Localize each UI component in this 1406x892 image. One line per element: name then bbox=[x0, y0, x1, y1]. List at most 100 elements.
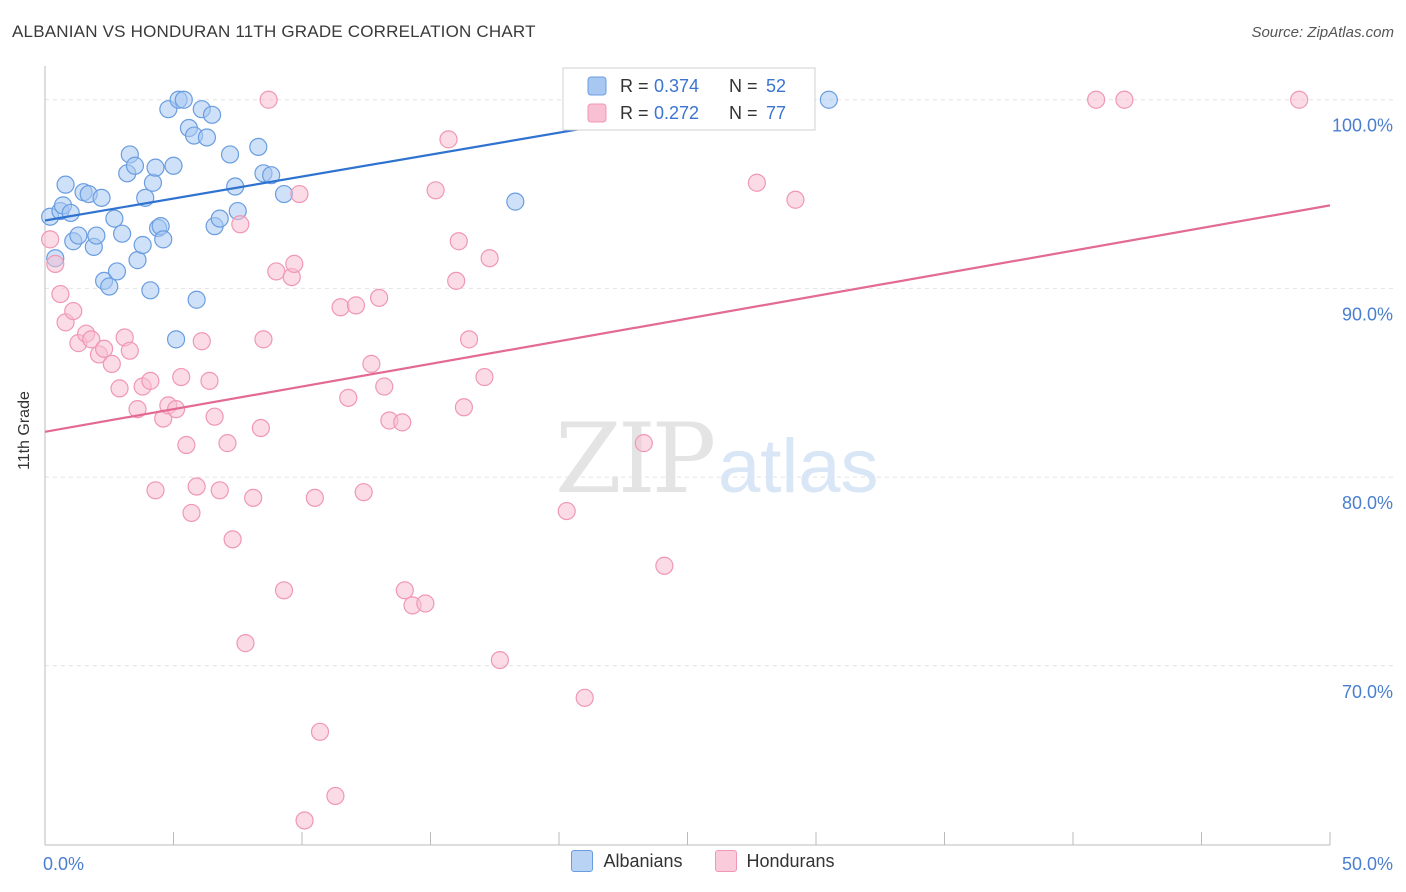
r-value: 0.272 bbox=[654, 103, 699, 123]
honduran-point[interactable] bbox=[305, 488, 324, 507]
albanian-point[interactable] bbox=[92, 188, 111, 207]
honduran-point[interactable] bbox=[102, 354, 121, 373]
albanian-point[interactable] bbox=[202, 105, 222, 124]
honduran-point[interactable] bbox=[187, 477, 206, 496]
honduran-point[interactable] bbox=[231, 215, 250, 234]
albanian-point[interactable] bbox=[274, 184, 294, 204]
albanian-point[interactable] bbox=[174, 90, 193, 109]
honduran-point[interactable] bbox=[1115, 90, 1134, 109]
albanian-point[interactable] bbox=[105, 209, 124, 228]
honduran-point[interactable] bbox=[267, 262, 286, 281]
honduran-point[interactable] bbox=[426, 181, 445, 200]
honduran-point[interactable] bbox=[64, 301, 83, 321]
honduran-point[interactable] bbox=[177, 435, 196, 455]
honduran-point[interactable] bbox=[251, 418, 270, 438]
honduran-point[interactable] bbox=[557, 501, 576, 521]
albanian-point[interactable] bbox=[128, 251, 147, 270]
honduran-point[interactable] bbox=[310, 722, 330, 741]
honduran-point[interactable] bbox=[634, 434, 653, 453]
honduran-point[interactable] bbox=[51, 284, 70, 304]
honduran-point[interactable] bbox=[475, 367, 494, 387]
albanian-point[interactable] bbox=[141, 281, 160, 300]
honduran-point[interactable] bbox=[295, 811, 314, 830]
honduran-point[interactable] bbox=[370, 288, 389, 307]
honduran-point[interactable] bbox=[290, 184, 309, 204]
legend-item-hondurans[interactable]: Hondurans bbox=[714, 850, 835, 872]
albanian-point[interactable] bbox=[146, 158, 165, 177]
albanian-point[interactable] bbox=[125, 156, 145, 175]
albanian-point[interactable] bbox=[56, 175, 75, 194]
albanian-point[interactable] bbox=[197, 128, 217, 147]
honduran-point[interactable] bbox=[416, 594, 435, 613]
albanian-point[interactable] bbox=[112, 224, 132, 243]
honduran-point[interactable] bbox=[274, 581, 294, 600]
honduran-point[interactable] bbox=[46, 254, 65, 273]
honduran-point[interactable] bbox=[259, 90, 278, 109]
honduran-point[interactable] bbox=[141, 371, 160, 390]
albanian-point[interactable] bbox=[69, 226, 88, 245]
honduran-point[interactable] bbox=[236, 634, 255, 653]
albanian-point[interactable] bbox=[154, 230, 173, 249]
honduran-point[interactable] bbox=[244, 488, 263, 507]
albanian-point[interactable] bbox=[87, 226, 106, 245]
honduran-point[interactable] bbox=[346, 296, 366, 315]
honduran-point[interactable] bbox=[459, 330, 479, 349]
honduran-point[interactable] bbox=[339, 388, 358, 407]
honduran-point[interactable] bbox=[172, 367, 191, 387]
honduran-point[interactable] bbox=[200, 371, 219, 390]
honduran-point[interactable] bbox=[480, 249, 499, 268]
honduran-point[interactable] bbox=[223, 530, 242, 549]
watermark-atlas: atlas bbox=[718, 424, 879, 509]
albanian-point[interactable] bbox=[164, 156, 183, 175]
honduran-point[interactable] bbox=[120, 341, 139, 360]
honduran-point[interactable] bbox=[82, 330, 101, 349]
honduran-point[interactable] bbox=[128, 400, 147, 419]
honduran-point[interactable] bbox=[439, 130, 458, 149]
honduran-point[interactable] bbox=[192, 332, 211, 351]
albanian-point[interactable] bbox=[107, 262, 127, 281]
honduran-point[interactable] bbox=[395, 581, 414, 600]
honduran-point[interactable] bbox=[449, 232, 468, 251]
albanian-point[interactable] bbox=[187, 290, 206, 309]
honduran-point[interactable] bbox=[747, 173, 766, 192]
honduran-point[interactable] bbox=[110, 379, 129, 398]
albanian-point[interactable] bbox=[262, 166, 281, 185]
albanian-point[interactable] bbox=[100, 277, 119, 296]
honduran-point[interactable] bbox=[218, 434, 237, 453]
honduran-point[interactable] bbox=[362, 354, 381, 373]
albanian-point[interactable] bbox=[133, 235, 152, 255]
albanian-point[interactable] bbox=[819, 90, 838, 109]
honduran-point[interactable] bbox=[1290, 90, 1309, 109]
honduran-point[interactable] bbox=[182, 503, 201, 523]
honduran-point[interactable] bbox=[285, 254, 304, 273]
albanian-point[interactable] bbox=[61, 203, 80, 223]
honduran-point[interactable] bbox=[655, 556, 674, 575]
honduran-point[interactable] bbox=[354, 483, 373, 502]
albanian-point[interactable] bbox=[220, 145, 240, 164]
honduran-point[interactable] bbox=[393, 413, 412, 432]
honduran-point[interactable] bbox=[331, 298, 350, 317]
honduran-point[interactable] bbox=[210, 481, 229, 500]
honduran-point[interactable] bbox=[786, 190, 805, 209]
honduran-point[interactable] bbox=[41, 230, 60, 249]
honduran-point[interactable] bbox=[146, 481, 165, 500]
series-legend: Albanians Hondurans bbox=[0, 850, 1406, 872]
albanian-point[interactable] bbox=[506, 192, 525, 211]
honduran-point[interactable] bbox=[375, 377, 394, 396]
honduran-point[interactable] bbox=[490, 650, 509, 670]
honduran-point[interactable] bbox=[575, 688, 594, 707]
r-label: R = bbox=[620, 103, 649, 123]
honduran-point[interactable] bbox=[254, 330, 273, 349]
albanian-point[interactable] bbox=[249, 137, 268, 157]
albanian-point[interactable] bbox=[210, 209, 229, 228]
albanian-point[interactable] bbox=[143, 173, 163, 192]
albanian-point[interactable] bbox=[166, 330, 186, 349]
honduran-point[interactable] bbox=[205, 407, 224, 426]
honduran-point[interactable] bbox=[447, 271, 466, 290]
legend-item-albanians[interactable]: Albanians bbox=[571, 850, 683, 872]
honduran-point[interactable] bbox=[1087, 90, 1106, 109]
honduran-point[interactable] bbox=[454, 398, 474, 417]
honduran-point[interactable] bbox=[95, 339, 114, 358]
honduran-point[interactable] bbox=[326, 786, 345, 806]
